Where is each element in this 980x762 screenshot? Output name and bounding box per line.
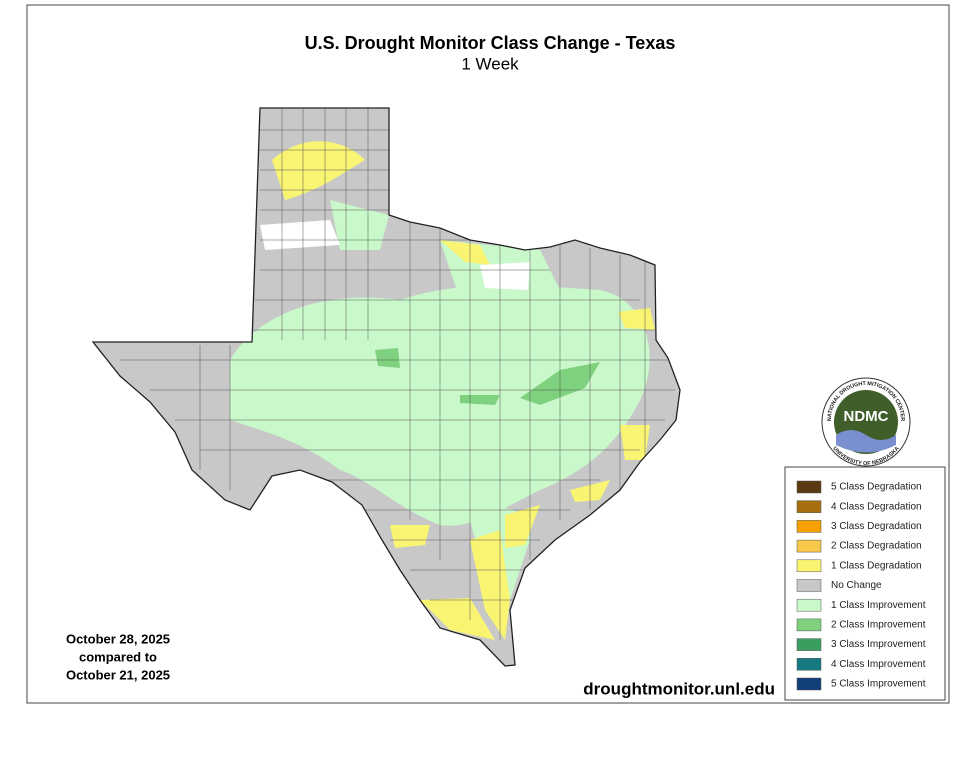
logo: NDMC NATIONAL DROUGHT MITIGATION CENTER … [821,377,911,468]
legend-label: 1 Class Degradation [831,560,922,571]
region [272,141,365,200]
legend-label: No Change [831,580,882,591]
date-line: compared to [79,649,157,664]
region [420,598,495,640]
legend-label: 1 Class Improvement [831,600,926,611]
legend-swatch [796,559,822,573]
legend-swatch [796,618,822,632]
legend-label: 2 Class Degradation [831,541,922,552]
region [390,525,430,548]
region [440,240,490,265]
region [620,425,650,460]
subtitle: 1 Week [461,54,519,73]
region [375,348,400,368]
legend-label: 2 Class Improvement [831,620,926,631]
no-data [260,220,530,290]
legend-label: 5 Class Degradation [831,482,922,493]
region [618,308,655,330]
legend-swatch [796,480,822,494]
legend-swatch [796,638,822,651]
legend-swatch [796,539,822,553]
source-url: droughtmonitor.unl.edu [583,679,775,698]
frame [26,4,950,704]
legend-swatch [796,598,822,612]
legend-swatch [796,658,822,671]
title: U.S. Drought Monitor Class Change - Texa… [305,33,676,53]
logo-abbreviation: NDMC [844,408,889,425]
legend-swatch [796,579,822,592]
date-line: October 21, 2025 [66,667,170,682]
logo-wave [836,430,896,453]
date-line: October 28, 2025 [66,631,170,646]
dates: October 28, 2025 compared to October 21,… [66,631,170,682]
region [330,200,389,250]
legend: 5 Class Degradation 4 Class Degradation 3 … [784,466,946,701]
legend-label: 3 Class Improvement [831,639,926,650]
legend-label: 4 Class Degradation [831,501,922,512]
legend-label: 3 Class Degradation [831,521,922,532]
county-lines [120,108,675,640]
legend-swatch [796,677,822,691]
region [505,505,540,548]
texas-map [93,108,680,666]
legend-label: 5 Class Improvement [831,679,926,690]
legend-label: 4 Class Improvement [831,659,926,670]
legend-swatch [796,500,822,513]
legend-swatch [796,520,822,533]
